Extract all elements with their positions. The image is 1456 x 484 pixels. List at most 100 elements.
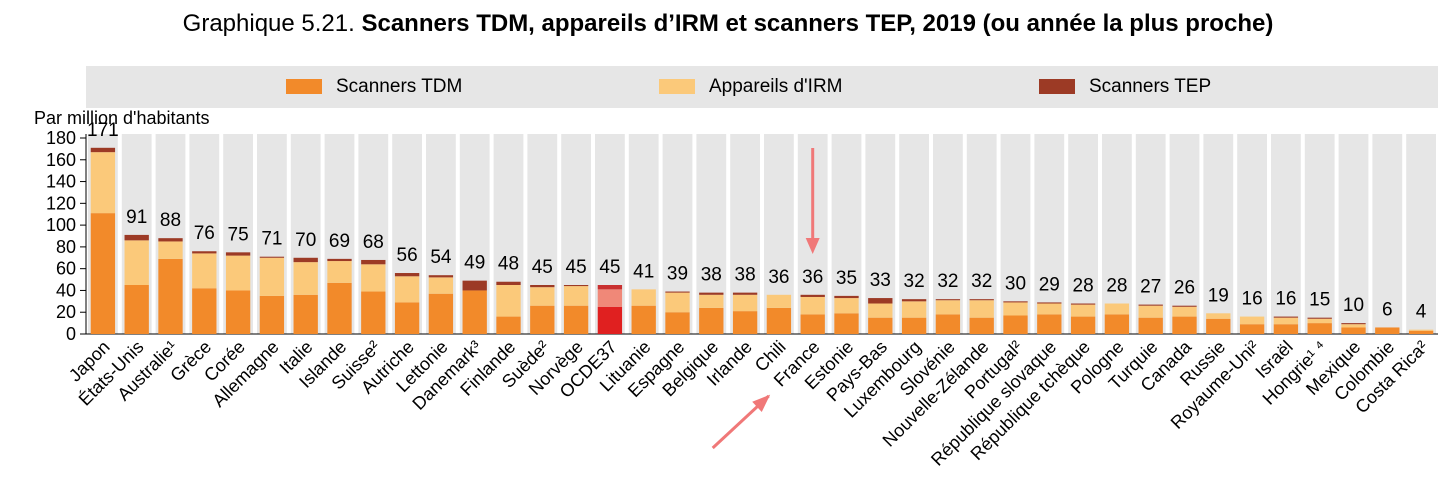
bar-tdm [496, 316, 521, 334]
chart-title-main: Scanners TDM, appareils d’IRM et scanner… [361, 10, 1274, 37]
data-label: 33 [870, 270, 891, 291]
bar-irm [597, 289, 623, 307]
bar-tdm [732, 311, 758, 334]
column-band [1000, 134, 1031, 334]
bar-irm [1206, 313, 1231, 319]
bar-irm [1341, 324, 1366, 328]
y-tick-label: 60 [56, 259, 76, 279]
data-label: 10 [1343, 295, 1364, 316]
y-axis-label: Par million d'habitants [34, 108, 210, 128]
data-label: 68 [363, 232, 384, 253]
y-tick-label: 0 [66, 324, 76, 344]
column-band [1406, 134, 1436, 334]
bar-irm [732, 294, 758, 312]
bar-tep [192, 251, 217, 254]
bar-irm [1003, 302, 1028, 316]
legend-label-tdm: Scanners TDM [336, 76, 463, 97]
bar-irm [1138, 305, 1163, 318]
bar-tdm [462, 290, 487, 334]
data-label: 54 [430, 247, 452, 268]
chart-title: Graphique 5.21. Scanners TDM, appareils … [0, 10, 1456, 38]
y-tick-label: 160 [46, 150, 76, 170]
bar-tdm [868, 317, 893, 334]
bar-irm [496, 285, 521, 317]
bar-tep [1138, 304, 1163, 306]
bar-tep [327, 258, 352, 262]
bar-tep [158, 238, 183, 242]
data-label: 91 [126, 207, 147, 228]
data-label: 56 [397, 245, 418, 266]
bar-tdm [361, 291, 386, 334]
bar-irm [1070, 304, 1096, 317]
data-label: 15 [1309, 290, 1330, 311]
bar-irm [90, 152, 116, 214]
bar-tdm [327, 282, 352, 334]
bar-tep [800, 294, 825, 297]
bar-tdm [1037, 314, 1062, 334]
bar-tdm [1003, 315, 1028, 334]
data-label: 45 [532, 257, 553, 278]
bar-tdm [1341, 327, 1366, 334]
bar-irm [259, 257, 285, 296]
data-label: 32 [904, 271, 925, 292]
bar-tep [1037, 302, 1062, 304]
bar-tdm [1375, 327, 1400, 334]
bar-tdm [259, 295, 285, 334]
bar-irm [361, 264, 386, 292]
bar-tep [563, 285, 589, 287]
data-label: 38 [701, 265, 722, 286]
bar-irm [327, 261, 352, 283]
bar-tdm [1239, 324, 1265, 334]
bar-irm [394, 276, 420, 303]
bar-irm [225, 255, 251, 291]
column-band [1135, 134, 1166, 334]
column-band [1034, 134, 1065, 334]
bar-tep [1172, 305, 1197, 307]
data-label: 35 [836, 268, 857, 289]
data-label: 29 [1039, 274, 1060, 295]
data-label: 6 [1382, 299, 1393, 320]
bar-tep [665, 291, 690, 293]
bar-tdm [631, 305, 656, 334]
bar-tep [394, 273, 420, 277]
data-label: 19 [1208, 285, 1229, 306]
bar-tdm [901, 317, 927, 334]
bar-irm [158, 241, 183, 259]
bar-irm [901, 301, 927, 318]
bar-tep [428, 275, 454, 278]
bar-tdm [158, 258, 183, 334]
bar-tdm [192, 288, 217, 334]
bar-tdm [699, 307, 724, 334]
data-label: 70 [295, 230, 316, 251]
bar-tdm [1172, 316, 1197, 334]
bar-tep [868, 298, 893, 304]
data-label: 27 [1140, 277, 1161, 298]
column-band [1169, 134, 1200, 334]
legend-swatch-tep [1039, 79, 1075, 94]
bar-irm [665, 292, 690, 313]
bar-tep [496, 281, 521, 285]
data-label: 49 [464, 253, 485, 274]
bar-tep [124, 234, 149, 241]
chart-title-prefix: Graphique 5.21. [182, 10, 355, 37]
data-label: 71 [261, 229, 282, 250]
data-label: 16 [1242, 289, 1263, 310]
legend-swatch-irm [659, 79, 695, 94]
data-label: 88 [160, 210, 181, 231]
column-band [1338, 134, 1369, 334]
bar-irm [1239, 316, 1265, 325]
legend-label-irm: Appareils d'IRM [709, 76, 843, 97]
bar-tdm [394, 302, 420, 334]
bar-tdm [766, 307, 792, 334]
bar-irm [699, 294, 724, 308]
bar-irm [969, 300, 994, 318]
column-band [1237, 134, 1267, 334]
data-label: 48 [498, 254, 519, 275]
bar-tdm [1408, 330, 1434, 334]
bar-tep [1003, 301, 1028, 303]
legend-label-tep: Scanners TEP [1089, 76, 1212, 97]
y-tick-label: 100 [46, 215, 76, 235]
bar-tdm [800, 314, 825, 334]
bar-irm [800, 296, 825, 315]
